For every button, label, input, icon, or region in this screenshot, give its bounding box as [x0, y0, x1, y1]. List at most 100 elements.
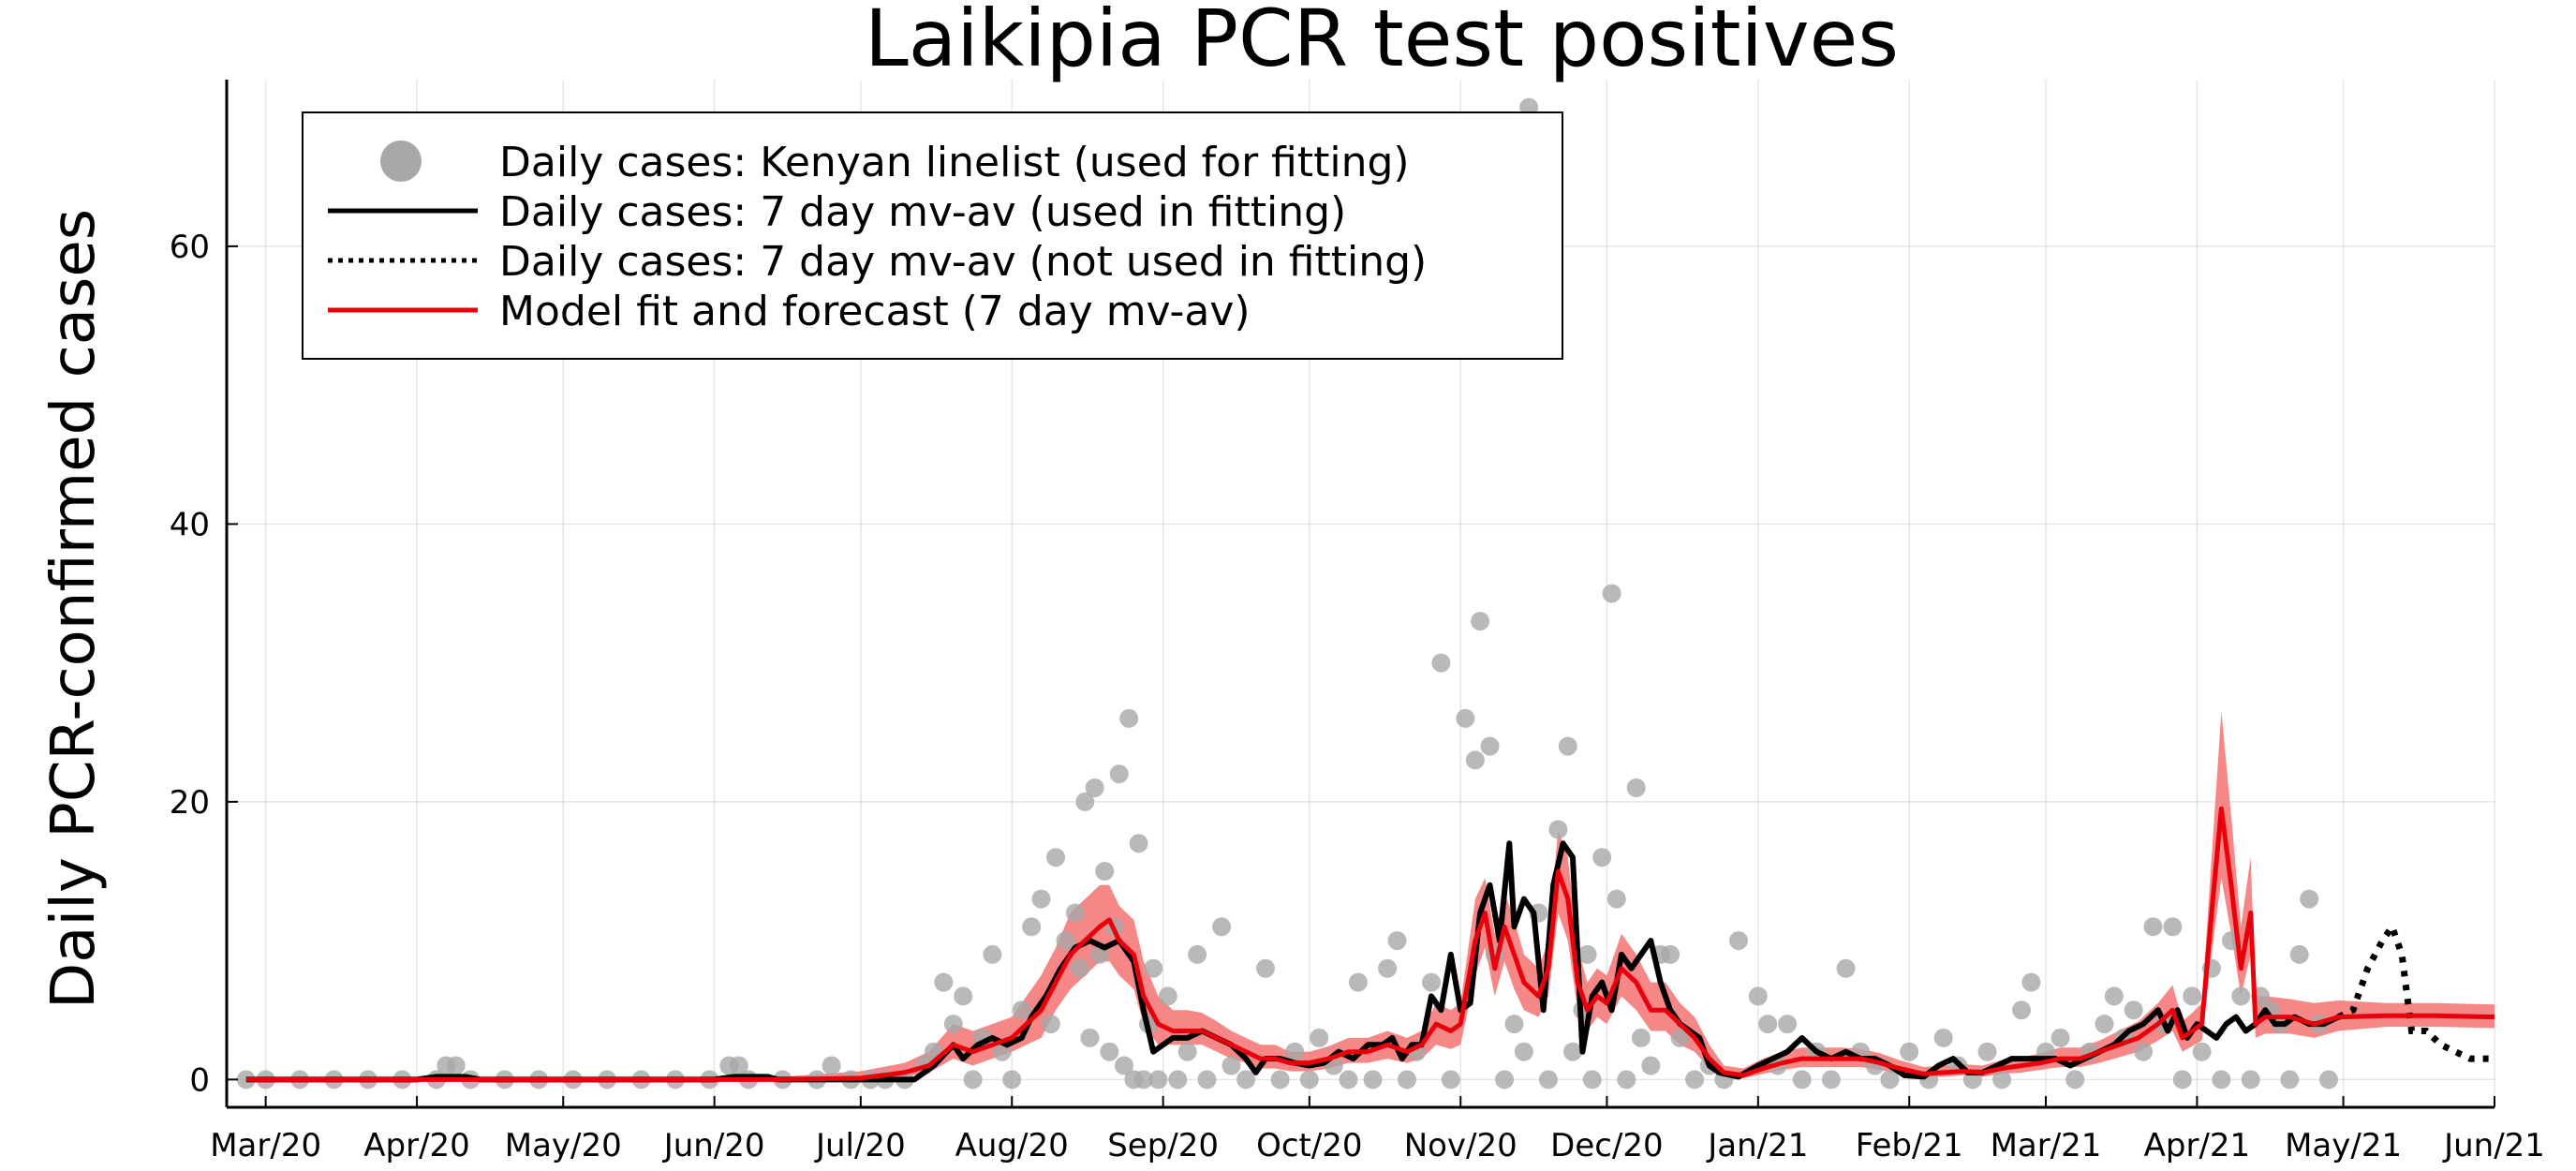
scatter-point [1558, 736, 1577, 756]
scatter-point [2183, 986, 2202, 1006]
scatter-point [1299, 1070, 1319, 1089]
legend-marker-scatter [380, 141, 422, 182]
y-axis-label: Daily PCR-confirmed cases [39, 209, 109, 1009]
scatter-point [1065, 903, 1085, 923]
scatter-point [1387, 931, 1407, 951]
scatter-point [1115, 1056, 1133, 1075]
x-tick-label: Jan/21 [1706, 1127, 1808, 1164]
x-axis-ticks: Mar/20 Apr/20 May/20 Jun/20 Jul/20 Aug/20 Sep/… [210, 1096, 2545, 1164]
scatter-point [1661, 944, 1680, 964]
scatter-point [1188, 944, 1207, 964]
scatter-point [1729, 931, 1748, 951]
x-tick-label: Dec/20 [1550, 1127, 1664, 1164]
scatter-point [2143, 917, 2163, 937]
y-tick-label: 20 [170, 784, 210, 822]
scatter-point [1504, 1015, 1524, 1034]
scatter-point [1256, 958, 1275, 978]
scatter-point [1900, 1042, 1919, 1061]
scatter-point [1631, 1028, 1651, 1047]
scatter-point [1236, 1070, 1256, 1089]
scatter-point [1577, 944, 1597, 964]
scatter-point [2289, 944, 2309, 964]
scatter-point [1582, 1070, 1602, 1089]
legend-label-mvav-nofit: Daily cases: 7 day mv-av (not used in fi… [499, 238, 1427, 286]
scatter-point [2192, 1042, 2212, 1061]
scatter-point [1339, 1070, 1358, 1089]
scatter-point [1606, 889, 1626, 909]
line-series [245, 806, 2495, 1083]
scatter-point [1378, 958, 1398, 978]
scatter-point [1148, 1070, 1168, 1089]
scatter-point [1270, 1070, 1290, 1089]
scatter-point [2050, 1028, 2070, 1047]
scatter-point [943, 1015, 963, 1034]
axes [225, 80, 2495, 1109]
x-tick-label: Mar/21 [1991, 1127, 2102, 1164]
scatter-point [1285, 1042, 1305, 1061]
scatter-point [822, 1056, 841, 1075]
scatter-point [1133, 1070, 1153, 1089]
scatter-point [1177, 1042, 1197, 1061]
scatter-point [1002, 1070, 1022, 1089]
legend-label-mvav-fit: Daily cases: 7 day mv-av (used in fittin… [499, 188, 1346, 236]
x-tick-label: Jul/20 [814, 1127, 906, 1164]
y-axis-ticks: 0 20 40 60 [170, 229, 238, 1099]
scatter-point [2319, 1070, 2338, 1089]
scatter-point [2172, 1070, 2192, 1089]
scatter-point [1748, 986, 1768, 1006]
legend-frame [302, 111, 1563, 360]
scatter-point [1046, 848, 1066, 867]
scatter-point [1422, 972, 1441, 992]
scatter-point [1538, 1070, 1558, 1089]
scatter-point [2212, 1070, 2231, 1089]
x-tick-label: Sep/20 [1107, 1127, 1219, 1164]
scatter-point [1398, 1070, 1416, 1089]
scatter-point [2231, 986, 2251, 1006]
x-tick-label: Apr/20 [363, 1127, 470, 1164]
scatter-point [1031, 889, 1051, 909]
scatter-point [1012, 1001, 1031, 1020]
scatter-point [1456, 708, 1475, 728]
scatter-point [1758, 1015, 1778, 1034]
scatter-point [1480, 736, 1500, 756]
scatter-point [1592, 848, 1612, 867]
scatter-point [1348, 972, 1368, 992]
scatter-point [1514, 1042, 1533, 1061]
scatter-point [1548, 820, 1568, 839]
scatter-point [1197, 1070, 1217, 1089]
legend-label-scatter: Daily cases: Kenyan linelist (used for f… [499, 139, 1410, 186]
chart-title: Laikipia PCR test positives [865, 0, 1899, 84]
scatter-point [1095, 862, 1115, 881]
scatter-point [1119, 708, 1139, 728]
scatter-point [1641, 1056, 1661, 1075]
scatter-point [1626, 778, 1646, 797]
scatter-point [1212, 917, 1232, 937]
scatter-point [1836, 958, 1856, 978]
scatter-point [1100, 1042, 1119, 1061]
scatter-point [1144, 958, 1163, 978]
legend: Daily cases: Kenyan linelist (used for f… [302, 111, 1563, 360]
scatter-point [2012, 1001, 2031, 1020]
scatter-point [983, 944, 1002, 964]
scatter-point [2021, 972, 2041, 992]
scatter-point [2095, 1015, 2114, 1034]
scatter-point [1085, 778, 1104, 797]
scatter-point [2280, 1070, 2300, 1089]
scatter-point [954, 986, 973, 1006]
x-tick-label: Oct/20 [1256, 1127, 1363, 1164]
scatter-point [2163, 917, 2183, 937]
scatter-point [1685, 1070, 1705, 1089]
scatter-point [1563, 1042, 1582, 1061]
legend-label-model: Model fit and forecast (7 day mv-av) [499, 288, 1251, 335]
scatter-point [1933, 1028, 1953, 1047]
scatter-point [1778, 1015, 1798, 1034]
scatter-point [1071, 958, 1090, 978]
x-tick-label: Nov/20 [1404, 1127, 1517, 1164]
scatter-point [1602, 584, 1621, 603]
scatter-point [1465, 750, 1485, 770]
scatter-point [1992, 1070, 2012, 1089]
scatter-point [1670, 1028, 1690, 1047]
scatter-point [2104, 986, 2124, 1006]
mvav-nofit-line [2336, 919, 2495, 1062]
